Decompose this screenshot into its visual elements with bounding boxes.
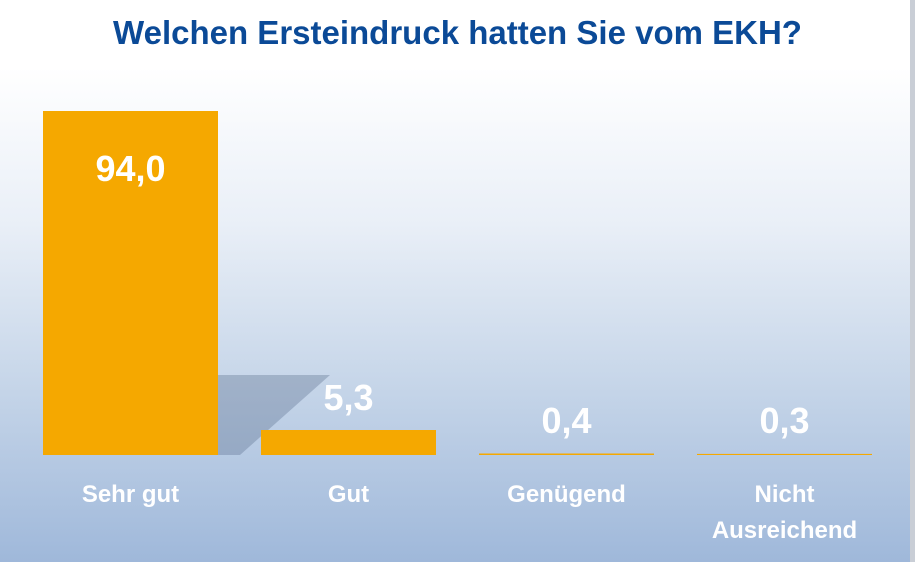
chart-title: Welchen Ersteindruck hatten Sie vom EKH? <box>113 14 802 51</box>
category-label: Ausreichend <box>712 517 857 544</box>
bar-1 <box>261 430 436 455</box>
bar-2 <box>479 453 654 455</box>
value-label: 94,0 <box>95 148 165 189</box>
value-label: 5,3 <box>323 377 373 418</box>
category-label: Gut <box>328 481 369 508</box>
value-label: 0,3 <box>759 400 809 441</box>
slide-edge <box>910 0 915 562</box>
category-label: Sehr gut <box>82 481 179 508</box>
bar-shadow <box>218 375 330 455</box>
bar-0 <box>43 111 218 455</box>
category-label: Nicht <box>755 481 815 508</box>
value-label: 0,4 <box>541 400 591 441</box>
bar-3 <box>697 453 872 455</box>
category-label: Genügend <box>507 481 626 508</box>
